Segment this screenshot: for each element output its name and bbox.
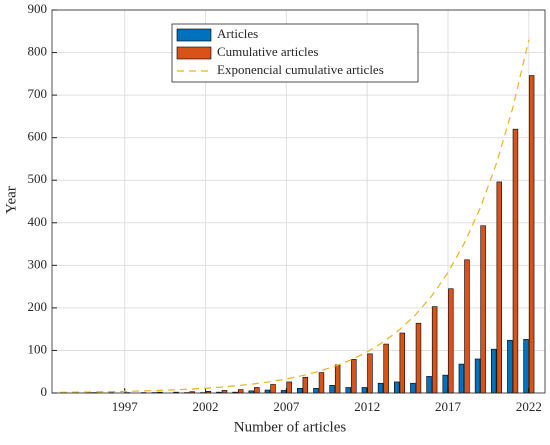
bar xyxy=(330,385,335,393)
x-tick-label: 2017 xyxy=(435,399,462,414)
bar xyxy=(254,387,259,393)
legend-swatch xyxy=(177,47,211,59)
y-tick-label: 700 xyxy=(28,86,48,101)
bar xyxy=(287,382,292,393)
bar xyxy=(416,323,421,393)
y-tick-label: 400 xyxy=(28,214,48,229)
y-tick-label: 200 xyxy=(28,299,48,314)
bar xyxy=(529,76,534,393)
bar xyxy=(432,307,437,393)
bar xyxy=(513,129,518,393)
bar xyxy=(384,344,389,393)
y-tick-label: 600 xyxy=(28,129,48,144)
bar xyxy=(297,388,302,393)
bar xyxy=(313,388,318,393)
x-tick-label: 2022 xyxy=(516,399,542,414)
y-tick-label: 0 xyxy=(41,384,48,399)
bar xyxy=(459,364,464,393)
legend-label: Cumulative articles xyxy=(217,44,318,59)
y-tick-label: 300 xyxy=(28,256,48,271)
bar xyxy=(368,354,373,393)
bar xyxy=(335,365,340,393)
bar xyxy=(303,377,308,393)
x-tick-label: 2007 xyxy=(273,399,300,414)
bar xyxy=(497,182,502,393)
bar xyxy=(448,289,453,393)
bar xyxy=(362,387,367,393)
bar xyxy=(351,359,356,393)
bar xyxy=(265,390,270,393)
bar xyxy=(394,382,399,393)
x-axis-label: Number of articles xyxy=(234,419,347,435)
legend-label: Articles xyxy=(217,26,258,41)
y-tick-label: 100 xyxy=(28,341,48,356)
bar xyxy=(443,375,448,393)
bar xyxy=(465,260,470,393)
bar xyxy=(475,359,480,393)
bar xyxy=(346,387,351,393)
x-tick-label: 2002 xyxy=(193,399,219,414)
legend-swatch xyxy=(177,29,211,41)
legend-label: Exponencial cumulative articles xyxy=(217,62,384,77)
bar xyxy=(238,390,243,393)
y-tick-label: 900 xyxy=(28,1,48,16)
bar xyxy=(491,349,496,393)
x-tick-label: 2012 xyxy=(354,399,380,414)
y-axis-label: Year xyxy=(3,186,19,214)
y-tick-label: 800 xyxy=(28,44,48,59)
y-tick-label: 500 xyxy=(28,171,48,186)
bar xyxy=(507,340,512,393)
bar xyxy=(410,383,415,393)
bar xyxy=(427,376,432,393)
bar xyxy=(378,383,383,393)
bar xyxy=(481,226,486,393)
bar xyxy=(400,333,405,393)
bar xyxy=(524,339,529,393)
bar xyxy=(319,373,324,393)
bar xyxy=(271,384,276,393)
x-tick-label: 1997 xyxy=(112,399,139,414)
